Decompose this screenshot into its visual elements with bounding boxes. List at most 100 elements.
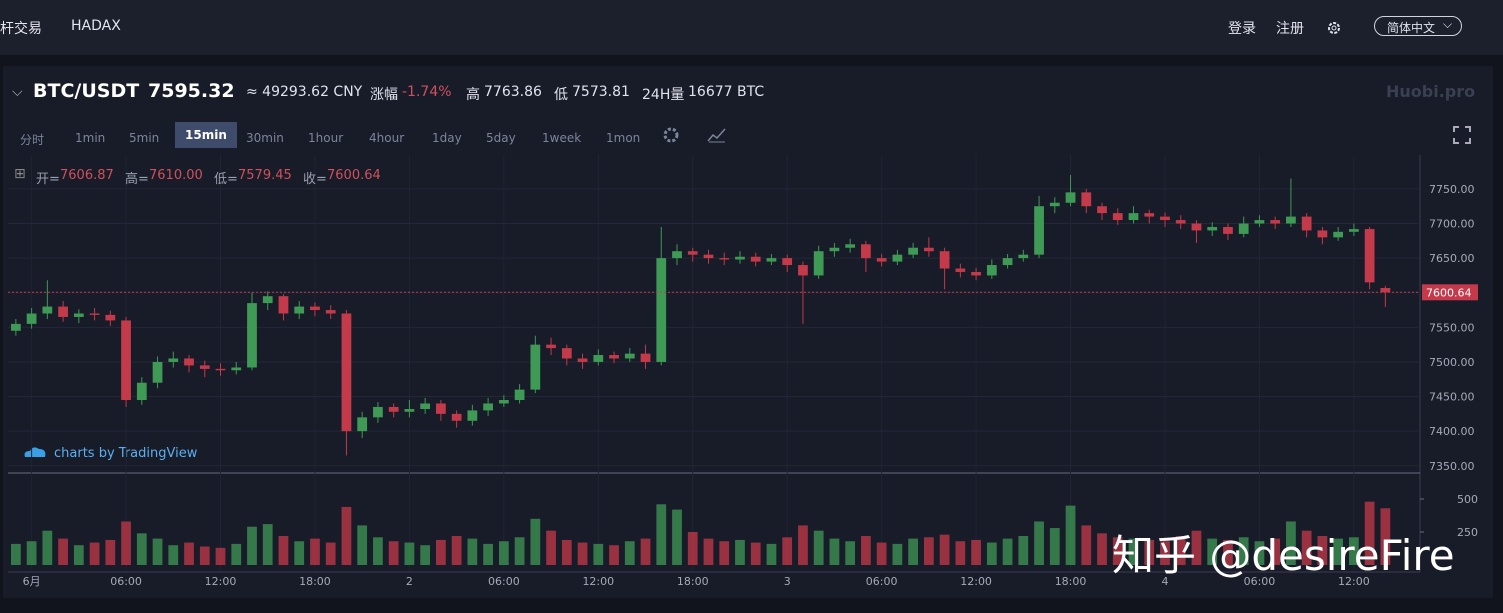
x-tick-label: 12:00 [960,575,992,588]
volume-bar [1065,505,1076,565]
volume-bar [294,541,305,565]
candle-body [861,244,871,259]
candle-body [672,251,682,259]
legend-value: 7610.00 [149,168,203,183]
candle-body [341,313,352,432]
legend-label: 开= [36,172,60,187]
volume-bar [184,542,194,565]
interval-button[interactable]: 15min [175,122,237,148]
volume-bar [136,533,147,565]
login[interactable]: 登录 [1228,21,1256,37]
volume-bar [1144,539,1155,565]
x-tick-label: 12:00 [582,575,614,588]
volume-bar [1081,525,1092,565]
interval-button[interactable]: 1hour [308,131,344,145]
volume-bar [1349,537,1359,565]
y-tick-label: 7550.00 [1429,321,1475,334]
candle-body [278,296,289,314]
volume-bar [373,537,383,565]
x-tick-label: 06:00 [1244,575,1276,588]
volume-bar [986,542,997,565]
candle-body [766,258,777,262]
settings-icon[interactable] [1326,20,1342,36]
volume-bar [672,509,682,565]
interval-button[interactable]: 1day [432,131,462,145]
interval-button[interactable]: 分时 [20,133,45,147]
candle-body [813,251,824,276]
candle-body [546,344,556,349]
interval-button[interactable]: 30min [246,131,284,145]
candle-body [703,254,714,259]
indicator-icon[interactable] [707,127,727,143]
candle-body [530,344,541,390]
volume-bar [719,541,730,565]
candle-body [1286,216,1296,224]
pair: BTC/USDT [33,80,140,102]
fullscreen-icon[interactable] [1453,126,1471,144]
candle-body [1049,202,1060,207]
interval-button[interactable]: 1week [542,131,582,145]
candle-body [986,265,997,276]
volume-bar [908,538,919,565]
volume-bar [955,541,966,565]
candle-body [624,353,635,359]
volume-bar [42,530,53,565]
volume-bar [640,538,651,565]
candle-body [1128,213,1139,221]
candle-body [420,403,431,410]
volume-bar [467,538,478,565]
volume-bar [892,543,903,565]
interval-button[interactable]: 4hour [369,131,405,145]
collapse[interactable]: ⌵ [12,84,23,100]
interval-button[interactable]: 1min [75,131,106,145]
candle-body [1144,213,1155,217]
interval-button[interactable]: 1mon [606,131,641,145]
candle-body [1333,231,1344,238]
candle-body [719,258,730,260]
candle-body [1223,226,1233,234]
volume-bar [357,525,368,565]
nav-link[interactable]: 杆交易 [0,21,42,37]
volume-bar [26,541,37,565]
last-price: 7600.64 [1426,286,1472,299]
candle-body [26,313,37,324]
interval-button[interactable]: 5day [486,131,516,145]
x-tick-label: 18:00 [299,575,331,588]
legend-label: 高= [125,172,149,187]
volume-bar [656,504,667,565]
candle-body [436,403,446,414]
legend-toggle[interactable]: ⊞ [14,166,26,182]
candle-body [609,355,619,359]
candle-body [1034,206,1044,255]
cny: ≈ 49293.62 CNY [246,84,363,100]
change: -1.74% [402,84,452,100]
candle-body [939,251,950,269]
x-tick-label: 06:00 [866,575,898,588]
candle-body [1380,287,1391,293]
candle-body [215,368,226,371]
change-label: 涨幅 [370,87,398,103]
candle-body [357,417,368,432]
volume-bar [105,539,116,565]
register[interactable]: 注册 [1276,21,1304,37]
volume-bar [971,539,981,565]
candle-body [89,313,100,315]
candle-body [971,271,981,276]
volume-bar [609,545,619,565]
volume-bar [310,538,320,565]
candle-body [121,320,131,401]
interval-button[interactable]: 5min [129,131,160,145]
volume-bar [1018,535,1029,565]
candle-body [73,313,84,317]
high-label: 高 [466,87,480,103]
nav-link[interactable]: HADAX [71,18,121,34]
volume-bar [1364,501,1375,565]
volume-label: 24H量 [642,87,685,103]
language-select[interactable]: 简体中文 ⌵ [1374,16,1462,36]
settings-icon[interactable] [662,126,680,144]
candle-body [1207,226,1218,231]
nav-bar [0,0,1503,55]
volume-bar [782,537,793,565]
candle-body [231,367,242,371]
